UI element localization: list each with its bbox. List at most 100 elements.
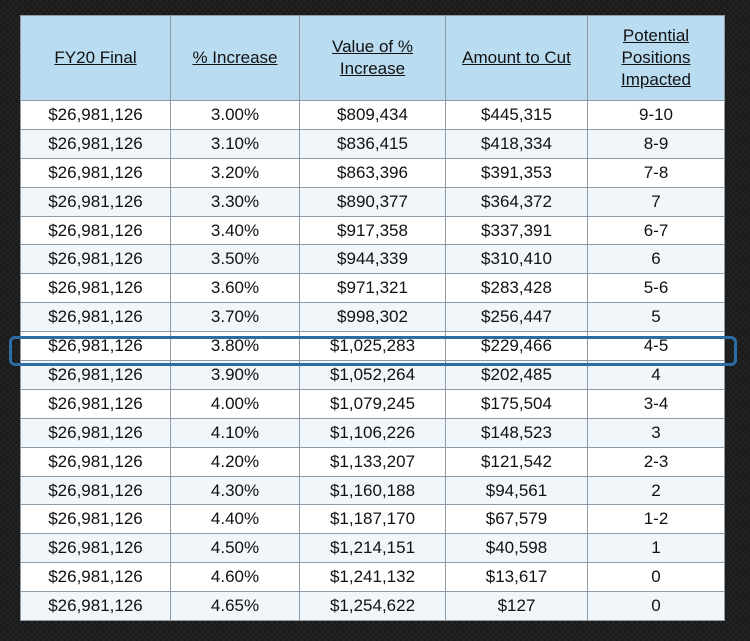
percent-increase-cell: 3.20% <box>170 157 300 188</box>
table-row: $26,981,126 4.30% $1,160,188 $94,561 2 <box>20 475 725 506</box>
header-row: FY20 Final % Increase Value of % Increas… <box>20 15 725 101</box>
budget-cut-table: FY20 Final % Increase Value of % Increas… <box>20 15 725 622</box>
positions-impacted-cell: 2 <box>587 475 725 506</box>
fy20-final-cell: $26,981,126 <box>20 504 171 535</box>
table-row: $26,981,126 4.10% $1,106,226 $148,523 3 <box>20 417 725 448</box>
value-of-increase-cell: $836,415 <box>299 128 446 159</box>
percent-increase-cell: 3.80% <box>170 331 300 362</box>
percent-increase-cell: 4.40% <box>170 504 300 535</box>
value-of-increase-cell: $944,339 <box>299 244 446 275</box>
fy20-final-cell: $26,981,126 <box>20 360 171 390</box>
table-body: $26,981,126 3.00% $809,434 $445,315 9-10 $26,… <box>20 100 725 622</box>
positions-impacted-cell: 5 <box>587 302 725 333</box>
amount-to-cut-cell: $445,315 <box>445 100 588 130</box>
amount-to-cut-cell: $202,485 <box>445 360 588 390</box>
table-row: $26,981,126 3.00% $809,434 $445,315 9-10 <box>20 100 725 130</box>
amount-to-cut-cell: $229,466 <box>445 331 588 362</box>
amount-to-cut-cell: $13,617 <box>445 562 588 593</box>
positions-impacted-cell: 7 <box>587 186 725 217</box>
fy20-final-cell: $26,981,126 <box>20 244 171 275</box>
header-label: FY20 Final <box>54 48 137 67</box>
percent-increase-cell: 3.40% <box>170 215 300 246</box>
value-of-increase-cell: $1,133,207 <box>299 446 446 477</box>
fy20-final-cell: $26,981,126 <box>20 302 171 333</box>
value-of-increase-cell: $1,254,622 <box>299 591 446 622</box>
percent-increase-cell: 3.90% <box>170 360 300 390</box>
budget-table-container: FY20 Final % Increase Value of % Increas… <box>20 15 725 631</box>
amount-to-cut-cell: $391,353 <box>445 157 588 188</box>
positions-impacted-cell: 4 <box>587 360 725 390</box>
table-row: $26,981,126 4.40% $1,187,170 $67,579 1-2 <box>20 504 725 535</box>
percent-increase-cell: 3.10% <box>170 128 300 159</box>
header-label: Potential Positions Impacted <box>621 26 691 89</box>
fy20-final-cell: $26,981,126 <box>20 186 171 217</box>
positions-impacted-cell: 7-8 <box>587 157 725 188</box>
positions-impacted-cell: 9-10 <box>587 100 725 130</box>
amount-to-cut-cell: $40,598 <box>445 533 588 564</box>
header-label: % Increase <box>192 48 278 67</box>
fy20-final-cell: $26,981,126 <box>20 562 171 593</box>
value-of-increase-cell: $1,052,264 <box>299 360 446 390</box>
header-fy20-final: FY20 Final <box>20 15 171 101</box>
positions-impacted-cell: 2-3 <box>587 446 725 477</box>
percent-increase-cell: 4.00% <box>170 388 300 419</box>
header-percent-increase: % Increase <box>170 15 300 101</box>
percent-increase-cell: 4.30% <box>170 475 300 506</box>
header-label: Amount to Cut <box>462 48 571 67</box>
percent-increase-cell: 3.60% <box>170 273 300 304</box>
table-header: FY20 Final % Increase Value of % Increas… <box>20 15 725 101</box>
amount-to-cut-cell: $67,579 <box>445 504 588 535</box>
fy20-final-cell: $26,981,126 <box>20 591 171 622</box>
header-label: Value of % Increase <box>332 37 413 78</box>
value-of-increase-cell: $1,079,245 <box>299 388 446 419</box>
positions-impacted-cell: 3 <box>587 417 725 448</box>
value-of-increase-cell: $863,396 <box>299 157 446 188</box>
amount-to-cut-cell: $175,504 <box>445 388 588 419</box>
amount-to-cut-cell: $364,372 <box>445 186 588 217</box>
table-row: $26,981,126 3.50% $944,339 $310,410 6 <box>20 244 725 275</box>
amount-to-cut-cell: $121,542 <box>445 446 588 477</box>
fy20-final-cell: $26,981,126 <box>20 417 171 448</box>
value-of-increase-cell: $1,241,132 <box>299 562 446 593</box>
positions-impacted-cell: 0 <box>587 562 725 593</box>
positions-impacted-cell: 1-2 <box>587 504 725 535</box>
fy20-final-cell: $26,981,126 <box>20 128 171 159</box>
table-row: $26,981,126 4.65% $1,254,622 $127 0 <box>20 591 725 622</box>
value-of-increase-cell: $1,106,226 <box>299 417 446 448</box>
amount-to-cut-cell: $337,391 <box>445 215 588 246</box>
value-of-increase-cell: $1,214,151 <box>299 533 446 564</box>
value-of-increase-cell: $1,187,170 <box>299 504 446 535</box>
table-row: $26,981,126 4.20% $1,133,207 $121,542 2-3 <box>20 446 725 477</box>
table-row: $26,981,126 3.30% $890,377 $364,372 7 <box>20 186 725 217</box>
percent-increase-cell: 4.20% <box>170 446 300 477</box>
amount-to-cut-cell: $418,334 <box>445 128 588 159</box>
table-row: $26,981,126 3.90% $1,052,264 $202,485 4 <box>20 360 725 390</box>
table-row: $26,981,126 3.10% $836,415 $418,334 8-9 <box>20 128 725 159</box>
fy20-final-cell: $26,981,126 <box>20 331 171 362</box>
amount-to-cut-cell: $256,447 <box>445 302 588 333</box>
percent-increase-cell: 4.60% <box>170 562 300 593</box>
amount-to-cut-cell: $127 <box>445 591 588 622</box>
amount-to-cut-cell: $94,561 <box>445 475 588 506</box>
amount-to-cut-cell: $148,523 <box>445 417 588 448</box>
fy20-final-cell: $26,981,126 <box>20 388 171 419</box>
header-positions-impacted: Potential Positions Impacted <box>587 15 725 101</box>
percent-increase-cell: 3.50% <box>170 244 300 275</box>
percent-increase-cell: 3.70% <box>170 302 300 333</box>
table-row: $26,981,126 4.50% $1,214,151 $40,598 1 <box>20 533 725 564</box>
table-row: $26,981,126 3.20% $863,396 $391,353 7-8 <box>20 157 725 188</box>
fy20-final-cell: $26,981,126 <box>20 100 171 130</box>
fy20-final-cell: $26,981,126 <box>20 446 171 477</box>
table-row: $26,981,126 3.70% $998,302 $256,447 5 <box>20 302 725 333</box>
table-row: $26,981,126 3.60% $971,321 $283,428 5-6 <box>20 273 725 304</box>
amount-to-cut-cell: $283,428 <box>445 273 588 304</box>
fy20-final-cell: $26,981,126 <box>20 273 171 304</box>
fy20-final-cell: $26,981,126 <box>20 533 171 564</box>
table-row-highlighted: $26,981,126 3.80% $1,025,283 $229,466 4-5 <box>20 331 725 362</box>
value-of-increase-cell: $998,302 <box>299 302 446 333</box>
positions-impacted-cell: 5-6 <box>587 273 725 304</box>
percent-increase-cell: 3.00% <box>170 100 300 130</box>
percent-increase-cell: 4.10% <box>170 417 300 448</box>
percent-increase-cell: 3.30% <box>170 186 300 217</box>
fy20-final-cell: $26,981,126 <box>20 157 171 188</box>
